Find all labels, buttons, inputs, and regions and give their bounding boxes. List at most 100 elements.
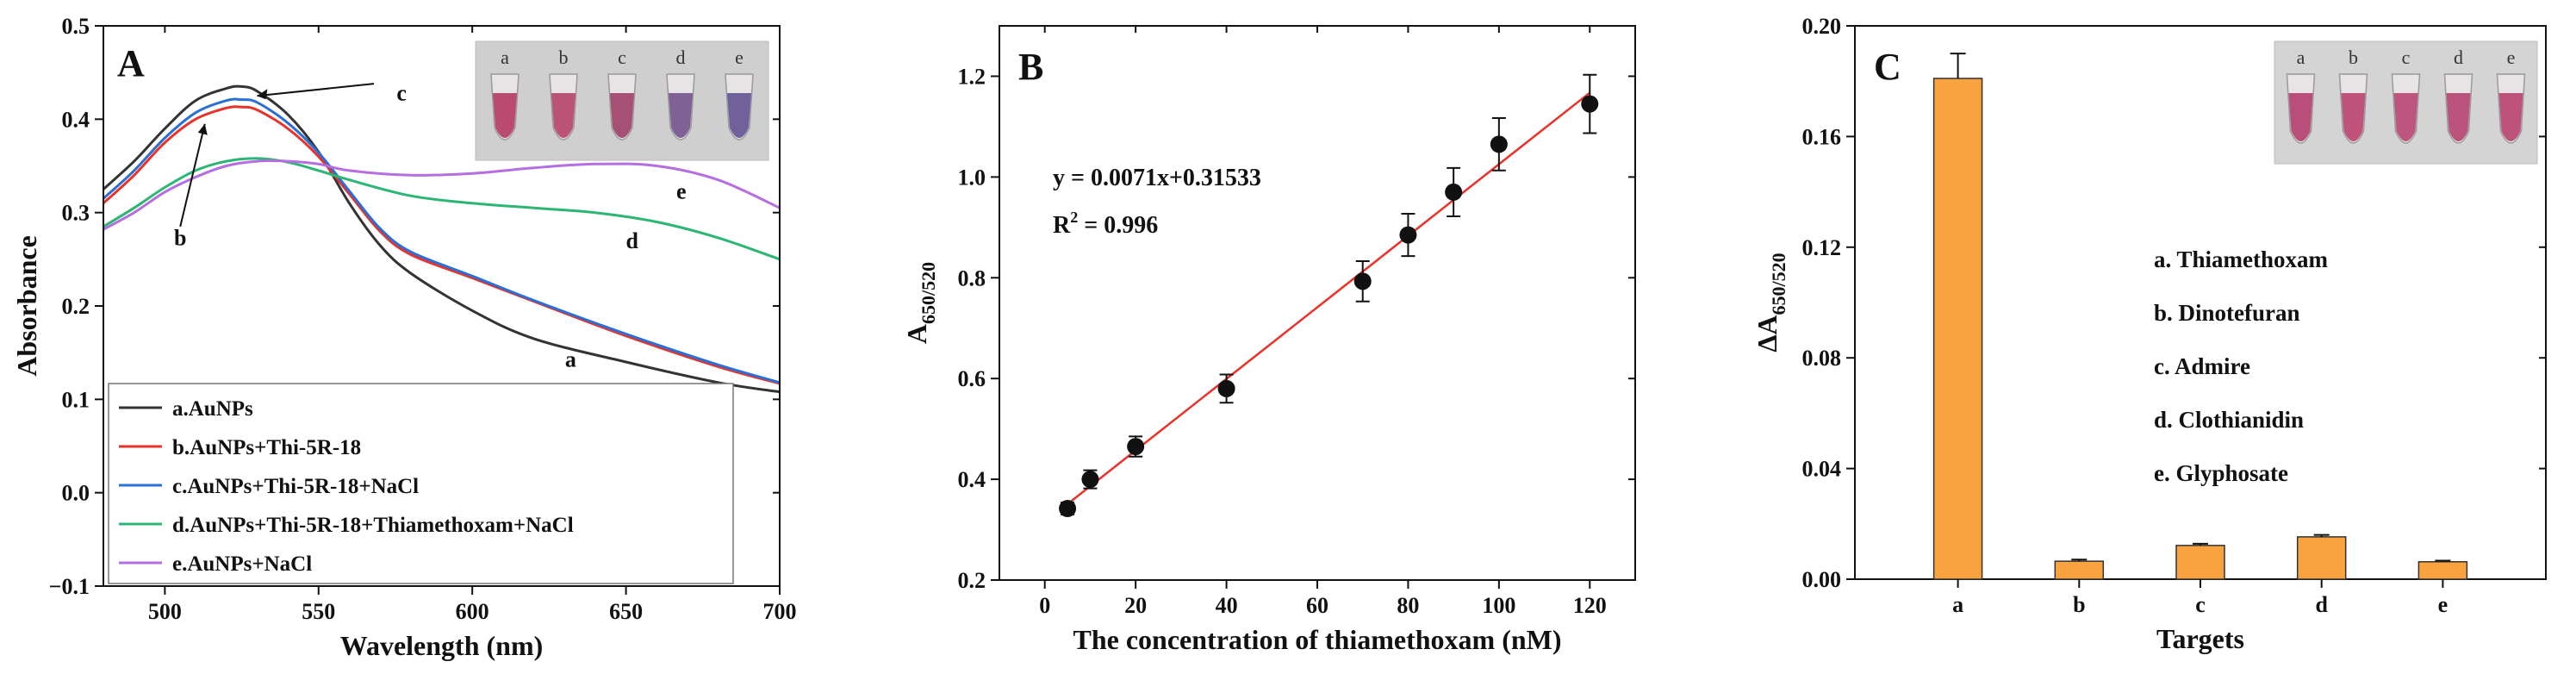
panel-c-bar-c — [2175, 545, 2225, 580]
panel-b-xtick-label: 0 — [1039, 593, 1050, 618]
panel-a-ytick-label: −0.1 — [49, 574, 90, 599]
panel-b-frame — [999, 25, 1636, 581]
inset-tube-liquid — [2446, 93, 2471, 141]
panel-a-ytick-label: 0.0 — [62, 481, 90, 506]
panel-b-ytick-label: 1.0 — [958, 165, 986, 190]
panel-a-xtick-label: 600 — [456, 599, 489, 624]
inset-tube-label: d — [676, 47, 686, 68]
panel-c-xtick-label: c — [2195, 592, 2206, 617]
panel-a-ytick-label: 0.3 — [62, 201, 90, 226]
panel-b-x-axis-title: The concentration of thiamethoxam (nM) — [1073, 624, 1561, 655]
panel-c-y-axis-main: ΔA — [1752, 315, 1783, 352]
panel-b-data-point — [1445, 183, 1463, 201]
inset-tube-liquid — [669, 93, 693, 138]
spectrum-line-a — [102, 84, 781, 394]
inset-tube-label: b — [2349, 47, 2358, 68]
panel-a-xtick-label: 700 — [763, 599, 797, 624]
panel-c-ytick-label: 0.12 — [1802, 235, 1842, 260]
panel-a-ytick-label: 0.5 — [62, 14, 90, 39]
panel-a-pointer-b — [179, 123, 206, 228]
inset-tube-label: a — [501, 47, 509, 68]
panel-a-curve-label-b: b — [174, 226, 186, 251]
panel-a-pointer-c — [257, 83, 375, 97]
inset-tube-label: e — [735, 47, 744, 68]
panel-a-curve-label-a: a — [565, 346, 576, 371]
panel-a-x-axis-title: Wavelength (nm) — [340, 630, 544, 661]
panel-b-ytick-label: 0.4 — [958, 467, 986, 492]
panel-b-ytick-label: 1.2 — [958, 64, 986, 89]
inset-tube-liquid — [610, 93, 634, 138]
panel-c-xtick-label: a — [1952, 592, 1963, 617]
panel-c-target-name: c. Admire — [2154, 353, 2250, 379]
inset-tube-liquid — [493, 93, 517, 138]
panel-c-bar-d — [2296, 536, 2347, 580]
inset-tube-liquid — [2498, 93, 2523, 141]
inset-tube-label: c — [2402, 47, 2411, 68]
panel-a-curve-label-c: c — [396, 81, 407, 106]
panel-a-xtick-label: 500 — [148, 599, 182, 624]
panel-b-r2-superscript: 2 — [1070, 209, 1078, 226]
panel-b-data-point — [1490, 135, 1508, 153]
panel-a-ytick-label: 0.1 — [62, 387, 90, 412]
panel-c-ytick-label: 0.20 — [1802, 14, 1842, 39]
panel-c-ytick-label: 0.04 — [1802, 457, 1842, 482]
panel-a-ytick-label: 0.2 — [62, 294, 90, 319]
panel-a-xtick-label: 650 — [609, 599, 643, 624]
panel-b-data-point — [1059, 499, 1077, 517]
panel-b-ytick-label: 0.2 — [958, 568, 986, 593]
inset-tube-liquid — [2341, 93, 2366, 141]
panel-c-target-name: a. Thiamethoxam — [2154, 247, 2329, 272]
panel-b-data-point — [1353, 272, 1372, 290]
inset-tube-liquid — [727, 93, 751, 138]
panel-c-x-axis-title: Targets — [2156, 623, 2244, 654]
inset-tube-liquid — [2288, 93, 2313, 141]
panel-b-data-point — [1081, 471, 1099, 489]
panel-c-target-name: d. Clothianidin — [2154, 407, 2304, 433]
panel-c-target-name: e. Glyphosate — [2154, 460, 2288, 486]
panel-b-xtick-label: 80 — [1397, 593, 1419, 618]
panel-b-fit-line — [1067, 91, 1591, 505]
panel-a-y-axis-title: Absorbance — [11, 235, 42, 377]
panel-b-y-axis-sub: 650/520 — [918, 262, 939, 324]
spectrum-line-c — [102, 97, 781, 384]
panel-c-bar-a — [1932, 78, 1983, 580]
panel-b-data-point — [1581, 95, 1599, 113]
panel-c-xtick-label: e — [2438, 592, 2448, 617]
panel-b-xtick-label: 20 — [1124, 593, 1147, 618]
inset-tube-label: c — [618, 47, 626, 68]
panel-c-bar-e — [2417, 561, 2468, 580]
panel-b-ytick-label: 0.6 — [958, 366, 986, 391]
panel-a-curve-label-d: d — [625, 228, 638, 253]
panel-b-data-point — [1399, 226, 1417, 244]
panel-c-xtick-label: d — [2315, 592, 2328, 617]
panel-b-y-axis-main: A — [901, 324, 932, 344]
panel-c: 0.00 0.04 0.08 0.12 0.16 0.20 a b c d e Targets ΔA65… — [1752, 14, 2547, 654]
panel-c-y-axis-sub: 650/520 — [1768, 253, 1789, 315]
panel-a-legend-label-c: c.AuNPs+Thi-5R-18+NaCl — [172, 475, 419, 498]
inset-tube-liquid — [551, 93, 576, 138]
panel-b: 0 20 40 60 80 100 120 0.2 0.4 0.6 0.8 1.0 1.2 The con… — [901, 25, 1636, 655]
panel-b-xtick-label: 60 — [1306, 593, 1328, 618]
panel-b-data-point — [1217, 379, 1235, 397]
panel-a: 500 550 600 650 700 −0.1 0.0 0.1 0.2 0.3 0.4 0.5 Wav… — [11, 14, 797, 661]
panel-b-xtick-label: 120 — [1573, 593, 1607, 618]
spectrum-line-b — [102, 105, 781, 385]
inset-tube-label: b — [559, 47, 569, 68]
panel-b-ytick-label: 0.8 — [958, 265, 986, 290]
panel-a-legend-label-e: e.AuNPs+NaCl — [172, 552, 312, 576]
spectrum-line-d — [103, 157, 781, 261]
inset-tube-liquid — [2393, 93, 2418, 141]
panel-a-pointer-b-head — [197, 123, 208, 135]
inset-tube-label: d — [2454, 47, 2463, 68]
panel-c-ytick-label: 0.16 — [1802, 124, 1842, 149]
panel-b-r2: R2 = 0.996 — [1053, 209, 1158, 239]
panel-b-equation: y = 0.0071x+0.31533 — [1053, 165, 1261, 191]
panel-a-letter: A — [117, 42, 145, 84]
panel-a-curve-label-e: e — [676, 178, 687, 203]
panel-a-pointer-c-head — [257, 89, 268, 100]
panel-c-xtick-label: b — [2073, 592, 2085, 617]
panel-b-r2-label: R — [1053, 212, 1071, 239]
panel-c-target-name: b. Dinotefuran — [2154, 300, 2300, 326]
spectrum-line-e — [103, 159, 781, 231]
